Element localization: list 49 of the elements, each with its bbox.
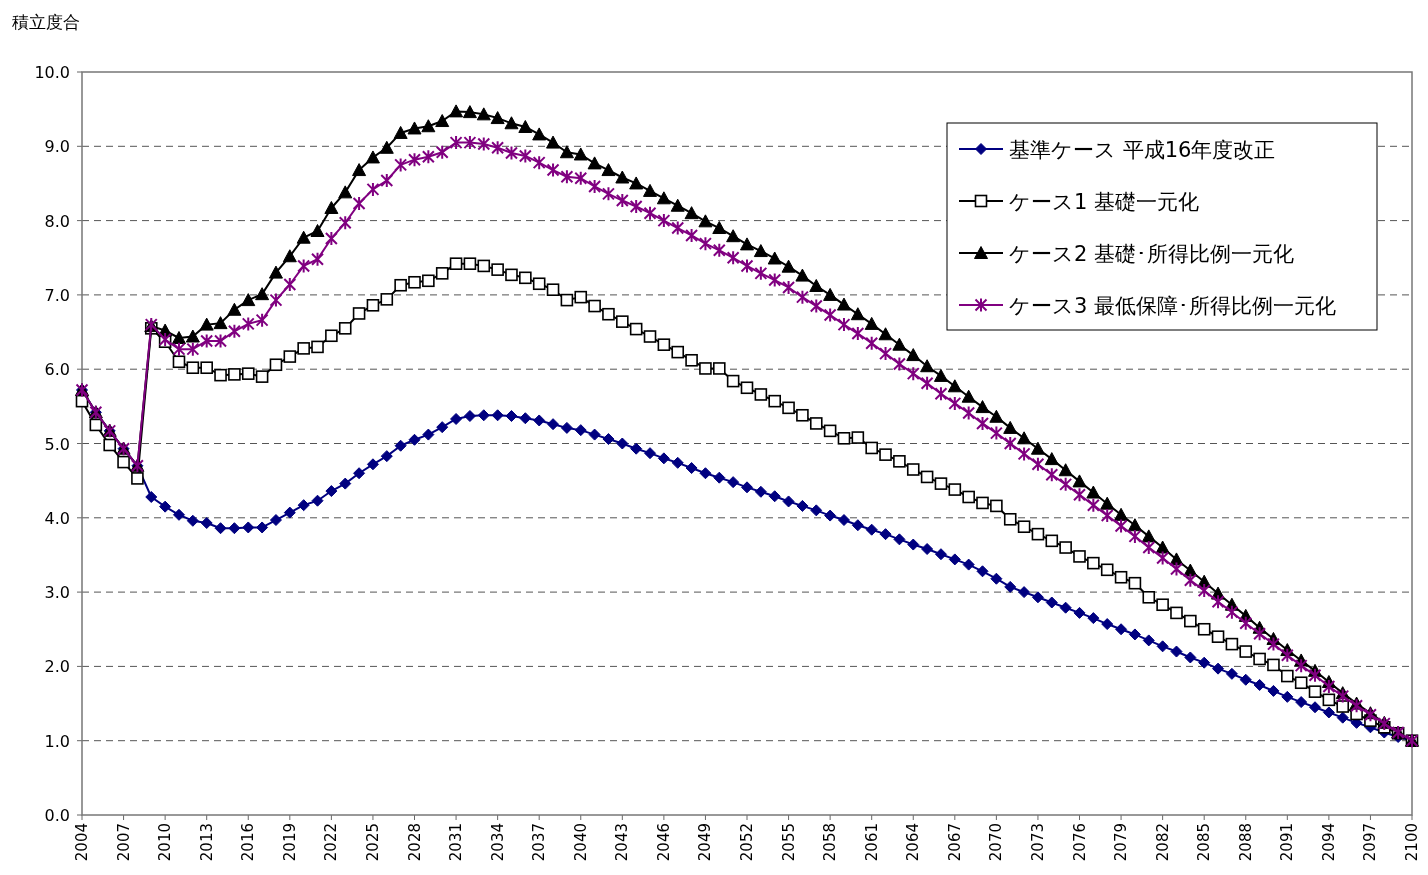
y-tick-label: 9.0: [44, 137, 70, 157]
x-tick-label: 2028: [405, 823, 424, 862]
legend-label: 基準ケース 平成16年度改正: [1009, 138, 1276, 162]
x-tick-label: 2013: [197, 823, 216, 862]
x-tick-label: 2010: [156, 823, 175, 862]
x-tick-label: 2058: [821, 823, 840, 862]
x-tick-label: 2082: [1153, 823, 1172, 862]
legend-label: ケース2 基礎･所得比例一元化: [1009, 242, 1295, 266]
x-tick-label: 2094: [1319, 823, 1338, 862]
x-tick-label: 2040: [571, 823, 590, 862]
x-tick-label: 2085: [1195, 823, 1214, 862]
x-tick-label: 2034: [488, 823, 507, 862]
x-tick-label: 2076: [1070, 823, 1089, 862]
x-tick-label: 2037: [530, 823, 549, 862]
x-tick-label: 2088: [1236, 823, 1255, 862]
legend-label: ケース3 最低保障･所得比例一元化: [1009, 294, 1337, 318]
x-tick-label: 2073: [1028, 823, 1047, 862]
x-tick-label: 2025: [363, 823, 382, 862]
y-tick-label: 8.0: [44, 211, 70, 231]
y-axis-title: 積立度合: [12, 12, 80, 32]
x-tick-label: 2061: [862, 823, 881, 862]
y-tick-label: 10.0: [34, 63, 70, 82]
x-tick-label: 2019: [280, 823, 299, 862]
x-tick-label: 2004: [73, 823, 91, 862]
y-tick-label: 3.0: [44, 583, 70, 603]
y-tick-label: 2.0: [44, 657, 70, 677]
y-tick-label: 7.0: [44, 285, 70, 305]
y-tick-label: 4.0: [44, 508, 70, 528]
y-tick-label: 0.0: [44, 806, 70, 825]
x-tick-label: 2052: [738, 823, 756, 862]
y-tick-label: 5.0: [44, 434, 70, 454]
x-tick-label: 2049: [696, 823, 715, 862]
y-tick-label: 6.0: [44, 360, 70, 380]
x-tick-label: 2097: [1361, 823, 1380, 862]
x-tick-label: 2046: [654, 823, 673, 862]
x-tick-label: 2064: [904, 823, 923, 862]
x-tick-label: 2055: [779, 823, 798, 862]
x-tick-label: 2067: [945, 823, 964, 862]
x-tick-label: 2070: [987, 823, 1006, 862]
x-tick-label: 2007: [114, 823, 133, 862]
x-tick-label: 2022: [322, 823, 341, 862]
x-tick-label: 2043: [613, 823, 632, 862]
x-tick-label: 2079: [1112, 823, 1131, 862]
y-tick-label: 1.0: [44, 731, 70, 751]
x-tick-label: 2016: [239, 823, 258, 862]
x-tick-label: 2091: [1278, 823, 1297, 862]
x-tick-label: 2031: [447, 823, 466, 862]
legend-label: ケース1 基礎一元化: [1009, 190, 1200, 214]
x-tick-label: 2100: [1403, 823, 1421, 862]
